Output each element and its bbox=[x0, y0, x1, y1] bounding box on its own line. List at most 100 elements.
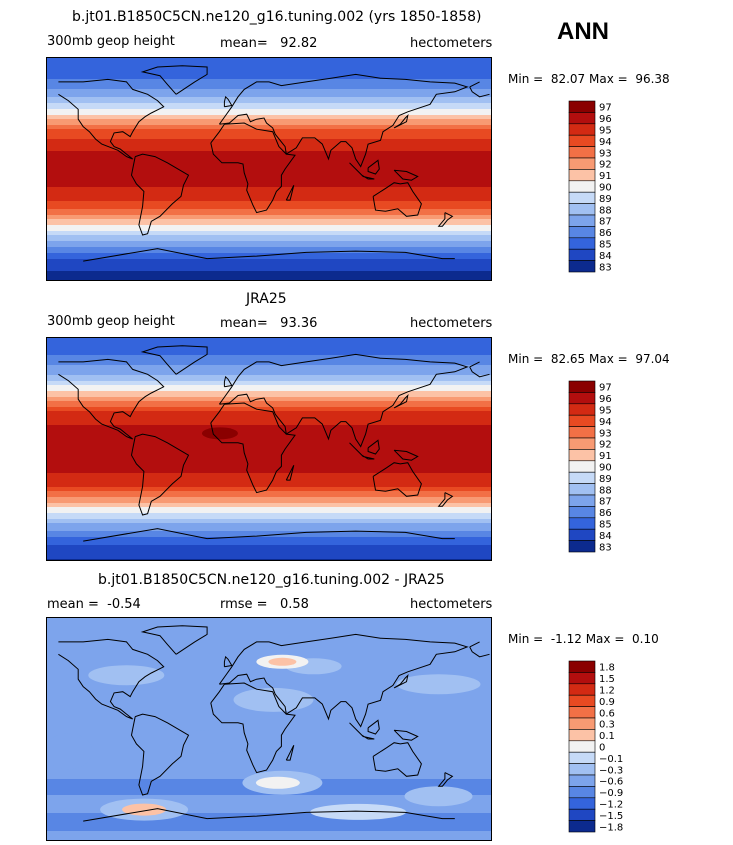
map-plot bbox=[46, 337, 492, 561]
field-label: 300mb geop height bbox=[47, 34, 175, 49]
contour-band bbox=[46, 433, 492, 436]
contour-band bbox=[46, 191, 492, 194]
contour-band bbox=[46, 367, 492, 370]
contour-band bbox=[46, 639, 492, 642]
contour-band bbox=[46, 381, 492, 384]
min-max: Min = 82.65 Max = 97.04 bbox=[508, 352, 670, 366]
contour-band bbox=[46, 109, 492, 112]
coastline bbox=[140, 345, 208, 375]
contour-band bbox=[46, 633, 492, 636]
colorbar-label: −0.9 bbox=[599, 788, 623, 799]
colorbar-label: 94 bbox=[599, 137, 612, 148]
contour-band bbox=[46, 537, 492, 540]
colorbar-label: 97 bbox=[599, 383, 612, 394]
mean-label: mean = bbox=[47, 597, 99, 612]
contour-band bbox=[46, 797, 492, 800]
contour-band bbox=[46, 413, 492, 416]
colorbar-label: 89 bbox=[599, 474, 612, 485]
contour-band bbox=[46, 85, 492, 88]
contour-band bbox=[46, 111, 492, 114]
contour-band bbox=[46, 343, 492, 346]
contour-band bbox=[46, 421, 492, 424]
colorbar-label: 97 bbox=[599, 103, 612, 114]
colorbar-swatch bbox=[568, 694, 596, 707]
colorbar-swatch bbox=[568, 540, 596, 553]
contour-band bbox=[46, 215, 492, 218]
contour-band bbox=[46, 529, 492, 532]
contour-band bbox=[46, 481, 492, 484]
contour-band bbox=[46, 805, 492, 808]
contour-band bbox=[46, 539, 492, 542]
contour-band bbox=[46, 375, 492, 378]
coastline bbox=[393, 729, 419, 741]
contour-band bbox=[46, 203, 492, 206]
contour-band bbox=[46, 107, 492, 110]
coastline bbox=[393, 673, 409, 689]
colorbar-label: 87 bbox=[599, 217, 612, 228]
contour-band bbox=[46, 675, 492, 678]
contour-band bbox=[46, 751, 492, 754]
colorbar-label: 83 bbox=[599, 262, 612, 273]
colorbar-swatch bbox=[568, 528, 596, 541]
contour-band bbox=[46, 257, 492, 260]
contour-band bbox=[46, 75, 492, 78]
colorbar-label: 88 bbox=[599, 205, 612, 216]
contour-band bbox=[46, 813, 492, 816]
contour-band bbox=[46, 389, 492, 392]
contour-band bbox=[46, 391, 492, 394]
contour-band bbox=[46, 647, 492, 650]
contour-band bbox=[46, 87, 492, 90]
contour-band bbox=[46, 89, 492, 92]
contour-band bbox=[46, 679, 492, 682]
contour-band bbox=[46, 463, 492, 466]
contour-band bbox=[46, 519, 492, 522]
contour-band bbox=[46, 169, 492, 172]
colorbar-label: 84 bbox=[599, 251, 612, 262]
contour-band bbox=[46, 135, 492, 138]
contour-band bbox=[46, 151, 492, 154]
contour-band bbox=[46, 337, 492, 340]
contour-band bbox=[46, 753, 492, 756]
max-value: 0.10 bbox=[632, 632, 659, 646]
contour-band bbox=[46, 261, 492, 264]
mean-label: mean= bbox=[220, 316, 268, 331]
contour-band bbox=[46, 557, 492, 560]
contour-band bbox=[46, 547, 492, 550]
contour-band bbox=[46, 129, 492, 132]
contour-band bbox=[46, 273, 492, 276]
contour-band bbox=[46, 737, 492, 740]
contour-band bbox=[46, 101, 492, 104]
coastline bbox=[393, 113, 409, 129]
contour-band bbox=[46, 83, 492, 86]
contour-band bbox=[46, 411, 492, 414]
contour-band bbox=[46, 265, 492, 268]
contour-band bbox=[46, 455, 492, 458]
coastline bbox=[218, 633, 469, 728]
min-max: Min = -1.12 Max = 0.10 bbox=[508, 632, 659, 646]
contour-band bbox=[46, 139, 492, 142]
colorbar-swatch bbox=[568, 214, 596, 227]
coastline bbox=[372, 742, 422, 777]
contour-band bbox=[46, 407, 492, 410]
colorbar-label: 95 bbox=[599, 126, 612, 137]
contour-band bbox=[46, 819, 492, 822]
coastline bbox=[210, 122, 296, 214]
colorbar-swatch bbox=[568, 717, 596, 730]
contour-band bbox=[46, 165, 492, 168]
contour-band bbox=[46, 77, 492, 80]
contour-band bbox=[46, 93, 492, 96]
colorbar-swatch bbox=[568, 426, 596, 439]
contour-band bbox=[46, 245, 492, 248]
contour-band bbox=[46, 723, 492, 726]
contour-band bbox=[46, 183, 492, 186]
contour-band bbox=[46, 475, 492, 478]
colorbar-swatch bbox=[568, 774, 596, 787]
contour-band bbox=[46, 447, 492, 450]
max-value: 96.38 bbox=[635, 72, 670, 86]
contour-band bbox=[46, 731, 492, 734]
contour-band bbox=[46, 617, 492, 620]
contour-band bbox=[46, 793, 492, 796]
coastline bbox=[58, 358, 490, 440]
contour-band bbox=[46, 355, 492, 358]
contour-band bbox=[46, 523, 492, 526]
